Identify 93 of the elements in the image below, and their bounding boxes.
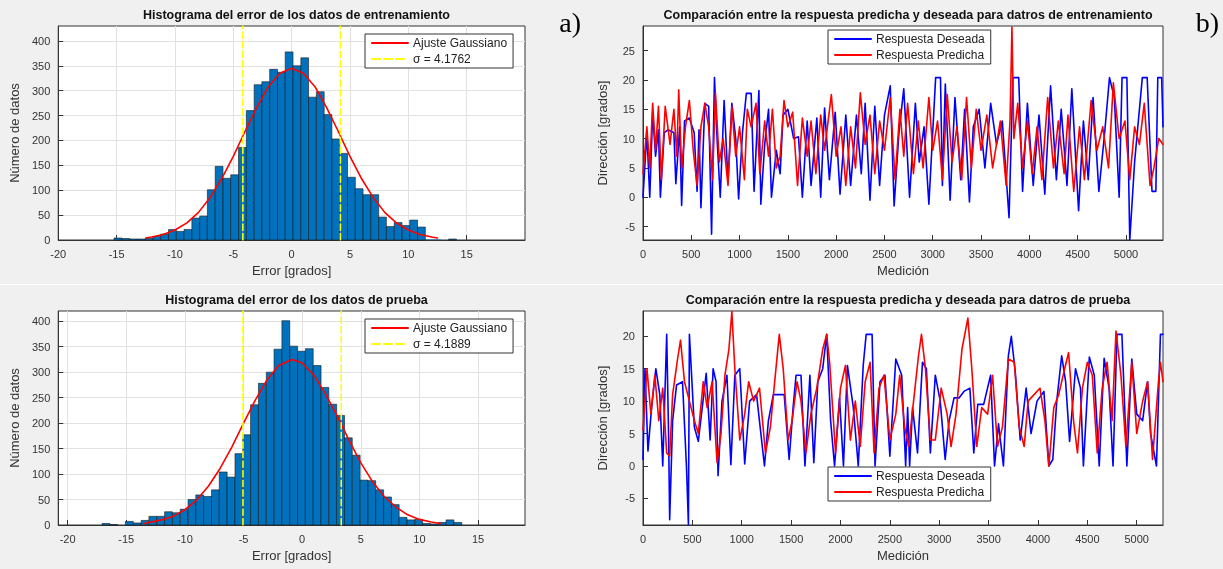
x-tick-label: 0 (288, 247, 295, 260)
y-tick-label: 100 (31, 184, 51, 197)
y-axis-title: Dirección [grados] (595, 365, 610, 471)
x-tick-label: 4500 (1065, 247, 1090, 260)
x-tick-label: 4500 (1075, 532, 1100, 545)
y-tick-label: 20 (622, 73, 635, 86)
x-axis-title: Medición (876, 263, 930, 278)
legend-label: Respuesta Predicha (876, 48, 985, 62)
chart-title: Histograma del error de los datos de entrenamiento (142, 7, 451, 22)
line-series (642, 26, 1164, 193)
y-axis-title: Número de datos (7, 367, 22, 468)
x-tick-label: 4000 (1017, 247, 1042, 260)
y-tick-label: 50 (38, 209, 51, 222)
y-tick-label: 150 (31, 442, 51, 455)
y-tick-label: 300 (31, 366, 51, 379)
x-tick-label: -20 (50, 247, 67, 260)
y-tick-label: 200 (31, 417, 51, 430)
y-tick-label: 0 (628, 191, 635, 204)
y-tick-label: 350 (31, 340, 51, 353)
y-tick-label: 15 (622, 103, 635, 116)
y-tick-label: 10 (622, 132, 635, 145)
x-tick-label: -15 (108, 247, 125, 260)
chart-title: Comparación entre la respuesta predicha y deseada para datros de entrenamiento (663, 7, 1153, 22)
x-tick-label: 2000 (828, 532, 853, 545)
x-axis-title: Error [grados] (251, 263, 332, 278)
x-tick-label: 3500 (968, 247, 994, 260)
x-tick-label: -5 (228, 247, 239, 260)
x-tick-label: 3000 (927, 532, 952, 545)
text: a) (559, 6, 582, 38)
x-tick-label: 5000 (1124, 532, 1149, 545)
x-tick-label: 15 (471, 532, 485, 545)
x-tick-label: 2500 (872, 247, 897, 260)
y-tick-label: 350 (31, 59, 51, 72)
x-tick-label: 1000 (729, 532, 754, 545)
x-tick-label: -10 (166, 247, 183, 260)
x-tick-label: 3000 (920, 247, 945, 260)
y-tick-label: -5 (625, 492, 635, 505)
y-tick-label: 0 (44, 234, 51, 246)
y-axis-title: Número de datos (7, 82, 22, 183)
x-tick-label: 3500 (976, 532, 1001, 545)
x-tick-label: 5 (357, 532, 364, 545)
chart-title: Comparación entre la respuesta predicha y deseada para datros de prueba (685, 292, 1132, 307)
y-tick-label: 25 (622, 44, 635, 57)
x-tick-label: 5 (346, 247, 354, 260)
x-tick-label: 2500 (877, 532, 903, 545)
legend-label: Respuesta Deseada (876, 469, 986, 483)
y-tick-label: 5 (628, 161, 635, 174)
y-tick-label: 100 (31, 468, 51, 481)
x-tick-label: 1500 (775, 247, 801, 260)
x-tick-label: 4000 (1025, 532, 1051, 545)
x-tick-label: -15 (118, 532, 135, 545)
y-tick-label: 400 (31, 34, 51, 47)
x-tick-label: 0 (299, 532, 306, 545)
x-axis-title: Error [grados] (251, 548, 332, 563)
chart-title: Histograma del error de los datos de prueba (165, 292, 429, 307)
y-tick-label: 300 (31, 84, 51, 97)
y-axis-title: Dirección [grados] (595, 80, 610, 186)
x-tick-label: 0 (639, 247, 647, 260)
y-tick-label: 250 (31, 109, 51, 122)
x-tick-label: 0 (639, 532, 647, 545)
x-tick-label: 10 (402, 247, 415, 260)
x-tick-label: -5 (238, 532, 249, 545)
y-tick-label: 150 (31, 159, 51, 172)
y-tick-label: 400 (31, 315, 51, 328)
y-tick-label: 200 (31, 134, 51, 147)
x-tick-label: 15 (460, 247, 473, 260)
x-tick-label: -20 (59, 532, 76, 545)
legend-label: σ = 4.1762 (413, 52, 472, 66)
x-tick-label: 10 (413, 532, 426, 545)
legend-label: Respuesta Predicha (876, 485, 985, 499)
legend-label: Ajuste Gaussiano (413, 321, 508, 335)
y-tick-label: 15 (622, 362, 635, 375)
y-tick-label: 20 (622, 330, 635, 343)
x-tick-label: 500 (683, 532, 702, 545)
legend-label: Respuesta Deseada (876, 32, 986, 46)
y-tick-label: 250 (31, 391, 51, 404)
text: b) (1195, 6, 1219, 38)
y-tick-label: 50 (38, 493, 51, 506)
x-tick-label: 5000 (1113, 247, 1139, 260)
y-tick-label: 0 (628, 459, 635, 472)
y-tick-label: 10 (622, 395, 635, 408)
x-tick-label: 2000 (823, 247, 849, 260)
y-tick-label: 5 (628, 427, 635, 440)
x-tick-label: 1000 (727, 247, 752, 260)
line-series (642, 310, 1164, 467)
y-tick-label: -5 (625, 220, 635, 233)
x-tick-label: 500 (682, 247, 701, 260)
x-tick-label: -10 (176, 532, 193, 545)
legend-label: σ = 4.1889 (413, 337, 472, 351)
legend-label: Ajuste Gaussiano (413, 36, 508, 50)
y-tick-label: 0 (44, 519, 51, 531)
x-axis-title: Medición (876, 548, 930, 563)
x-tick-label: 1500 (778, 532, 804, 545)
